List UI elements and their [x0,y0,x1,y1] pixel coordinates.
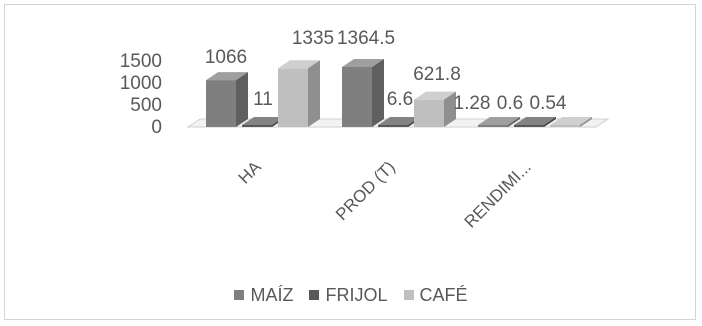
data-label: 6.6 [387,89,413,110]
chart-frame [4,4,696,320]
bar-2-2 [378,125,408,127]
bar-side-3-3 [580,117,592,127]
data-label: 1066 [205,47,247,68]
bar-top-2-1 [242,117,284,125]
bar-side-1-1 [236,72,248,127]
y-tick-label: 0 [151,117,162,138]
bar-1-3 [478,125,508,127]
bar-side-3-1 [308,60,320,128]
bar-1-2 [342,66,372,127]
data-label: 11 [253,89,273,110]
bar-top-3-1 [278,60,320,69]
data-label: 0.54 [530,93,567,114]
bar-top-3-3 [550,117,592,125]
legend-label: CAFÉ [419,284,468,305]
x-category-label: PROD (T) [332,157,399,224]
data-label: 621.8 [413,64,461,85]
legend-swatch [234,290,245,300]
x-category-label: RENDIMI... [461,157,535,231]
legend-label: MAÍZ [250,284,294,305]
legend-swatch [403,290,414,300]
data-label: 0.6 [497,93,523,114]
bar-side-2-3 [544,117,556,127]
y-tick-label: 1500 [120,51,162,72]
bar-top-2-2 [378,117,420,125]
legend-item: FRIJOL [309,284,388,306]
legend: MAÍZ FRIJOL CAFÉ [0,284,702,306]
legend-item: CAFÉ [403,284,468,306]
y-tick-label: 1000 [120,73,162,94]
legend-swatch [309,290,320,300]
bar-side-1-3 [508,117,520,127]
data-label: 1.28 [454,93,491,114]
legend-item: MAÍZ [234,285,293,306]
data-label: 1335 [292,28,334,49]
bar-top-1-2 [342,58,384,67]
bar-top-1-3 [478,117,520,125]
bar-1-1 [206,80,236,127]
bar-3-3 [550,125,580,127]
y-tick-label: 500 [130,95,162,116]
bar-side-3-2 [444,91,456,127]
bar-2-1 [242,125,272,127]
bar-2-3 [514,125,544,127]
bar-3-2 [414,99,444,127]
bar-side-1-2 [372,58,384,127]
data-label: 1364.5 [337,28,395,49]
bar-3-1 [278,68,308,127]
x-category-label: HA [235,157,266,188]
bar-top-2-3 [514,117,556,125]
bar-top-1-1 [206,72,248,81]
bar-top-3-2 [414,91,456,100]
legend-label: FRIJOL [325,284,388,305]
